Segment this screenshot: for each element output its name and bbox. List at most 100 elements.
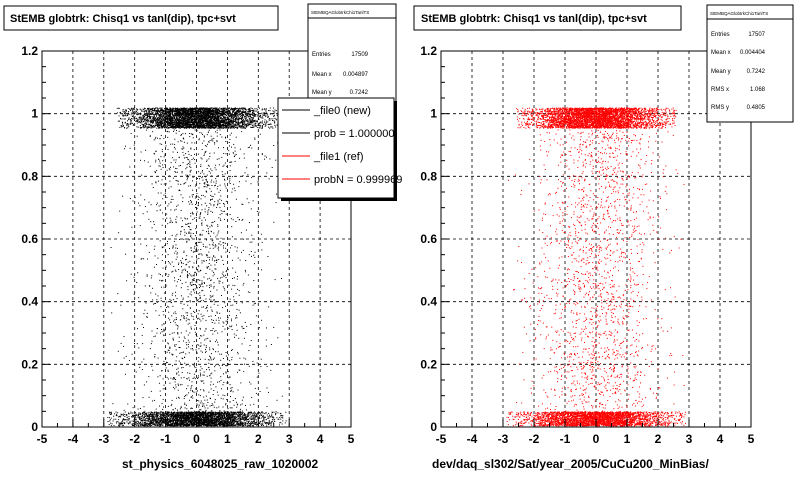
scatter-point xyxy=(266,414,268,416)
scatter-point xyxy=(194,123,195,125)
scatter-point xyxy=(246,123,248,125)
scatter-point xyxy=(246,112,248,114)
scatter-point xyxy=(206,108,208,110)
scatter-point xyxy=(230,114,232,116)
scatter-point xyxy=(167,121,169,123)
scatter-point xyxy=(232,126,234,128)
scatter-point xyxy=(126,127,128,129)
scatter-point xyxy=(155,119,157,121)
scatter-point xyxy=(184,112,186,113)
scatter-point xyxy=(152,126,154,127)
scatter-point xyxy=(268,118,270,119)
scatter-point xyxy=(221,120,222,122)
scatter-point xyxy=(178,111,180,113)
scatter-point xyxy=(177,127,179,128)
scatter-point xyxy=(235,122,237,124)
scatter-point xyxy=(233,125,235,127)
scatter-point xyxy=(248,120,250,122)
scatter-point xyxy=(178,108,180,110)
scatter-point xyxy=(211,110,213,111)
scatter-point xyxy=(200,114,202,115)
scatter-point xyxy=(169,107,171,109)
scatter-point xyxy=(175,122,177,124)
scatter-point xyxy=(142,421,144,423)
scatter-point xyxy=(202,115,204,117)
scatter-point xyxy=(281,417,283,418)
scatter-point xyxy=(122,125,124,126)
scatter-point xyxy=(232,111,234,113)
scatter-point xyxy=(213,108,215,110)
scatter-point xyxy=(160,112,162,114)
scatter-point xyxy=(169,122,171,124)
scatter-point xyxy=(158,109,159,111)
scatter-point xyxy=(150,121,152,123)
scatter-point xyxy=(129,123,131,125)
scatter-point xyxy=(134,113,136,115)
scatter-point xyxy=(236,108,238,110)
scatter-point xyxy=(212,113,214,115)
scatter-point xyxy=(184,122,186,124)
scatter-point xyxy=(265,116,267,118)
scatter-point xyxy=(224,109,226,111)
scatter-point xyxy=(147,112,149,114)
scatter-point xyxy=(183,113,185,115)
scatter-point xyxy=(157,114,159,116)
scatter-point xyxy=(164,113,166,114)
scatter-point xyxy=(219,123,220,125)
scatter-point xyxy=(149,120,151,122)
scatter-point xyxy=(190,110,192,112)
scatter-point xyxy=(264,125,266,127)
scatter-point xyxy=(263,123,264,125)
scatter-point xyxy=(166,117,168,119)
scatter-point xyxy=(272,127,274,129)
scatter-point xyxy=(253,121,255,123)
scatter-point xyxy=(186,125,188,127)
scatter-point xyxy=(156,107,158,109)
scatter-point xyxy=(242,119,244,121)
scatter-point xyxy=(251,122,252,124)
scatter-point xyxy=(207,111,209,113)
scatter-point xyxy=(191,127,193,129)
scatter-point xyxy=(204,125,206,127)
scatter-point xyxy=(141,109,143,111)
scatter-point xyxy=(166,127,168,129)
scatter-point xyxy=(206,108,208,110)
scatter-point xyxy=(211,123,212,125)
scatter-point xyxy=(177,118,178,120)
scatter-point xyxy=(203,110,205,111)
scatter-point xyxy=(229,110,231,112)
scatter-point xyxy=(191,122,193,123)
scatter-point xyxy=(138,121,140,123)
scatter-point xyxy=(162,109,163,111)
scatter-point xyxy=(165,121,166,123)
scatter-point xyxy=(191,114,193,116)
scatter-point xyxy=(274,109,276,111)
scatter-point xyxy=(217,112,219,114)
scatter-point xyxy=(147,127,148,129)
scatter-point xyxy=(147,121,149,123)
scatter-point xyxy=(223,127,225,129)
scatter-point xyxy=(168,127,169,129)
scatter-point xyxy=(128,118,130,120)
scatter-point xyxy=(150,119,152,121)
scatter-point xyxy=(236,113,238,115)
scatter-point xyxy=(191,118,193,120)
scatter-point xyxy=(273,107,275,109)
scatter-point xyxy=(224,125,225,127)
scatter-point xyxy=(261,116,263,118)
scatter-point xyxy=(201,108,202,110)
scatter-point xyxy=(208,108,210,109)
scatter-point xyxy=(171,125,173,127)
scatter-point xyxy=(192,122,194,124)
scatter-point xyxy=(257,115,259,117)
scatter-point xyxy=(192,114,194,116)
scatter-point xyxy=(205,109,207,111)
scatter-point xyxy=(132,124,134,126)
scatter-point xyxy=(214,124,216,126)
scatter-point xyxy=(210,127,212,129)
scatter-point xyxy=(265,125,267,127)
scatter-point xyxy=(229,123,230,125)
scatter-point xyxy=(145,123,147,125)
scatter-point xyxy=(221,119,223,121)
scatter-point xyxy=(120,118,122,120)
